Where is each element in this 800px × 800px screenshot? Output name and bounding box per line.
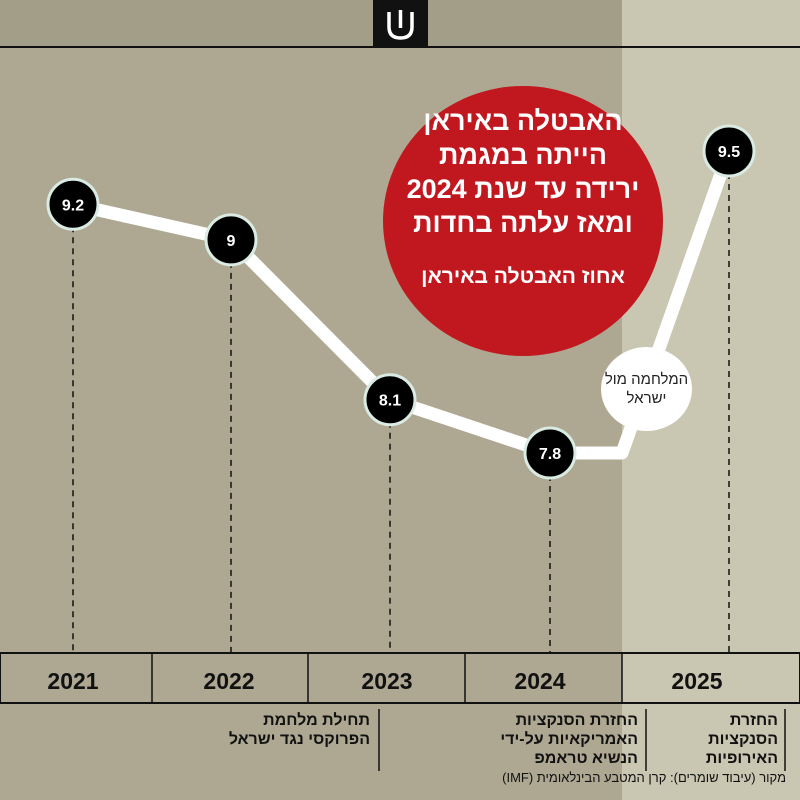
note-us-sanctions: החזרת הסנקציות האמריקאיות על-ידי הנשיא ט…: [500, 712, 638, 767]
year-strip: [0, 652, 800, 704]
note-proxy-war: תחילת מלחמת הפרוקסי נגד ישראל: [228, 712, 370, 748]
year-label-2023: 2023: [361, 668, 413, 694]
data-points: 9.2 9 8.1 7.8 9.5: [46, 124, 756, 480]
data-point-2025: [702, 124, 756, 178]
data-label-2024: 7.8: [539, 446, 561, 463]
data-point-2021: [46, 177, 100, 231]
year-label-2021: 2021: [47, 668, 99, 694]
note-eu-sanctions: החזרת הסנקציות האירופיות: [705, 712, 778, 767]
year-dividers: [151, 653, 623, 703]
shomrim-logo-icon: [387, 10, 414, 40]
note-dividers: [378, 709, 786, 771]
data-label-2021: 9.2: [62, 197, 84, 214]
event-bubble-war: המלחמה מול ישראל: [601, 347, 692, 431]
year-label-2025: 2025: [671, 668, 723, 694]
drop-lines: [72, 151, 730, 653]
data-point-2022: [204, 213, 258, 267]
source-note: מקור (עיבוד שומרים): קרן המטבע הבינלאומי…: [502, 770, 786, 785]
year-label-2024: 2024: [514, 668, 566, 694]
logo: [373, 0, 428, 47]
chart-title: האבטלה באיראן הייתה במגמת ירידה עד שנת 2…: [406, 106, 640, 238]
event-bubble-text: המלחמה מול ישראל: [604, 371, 689, 407]
top-band: [0, 0, 622, 47]
data-point-2023: [363, 373, 417, 427]
data-label-2022: 9: [227, 233, 236, 250]
data-point-2024: [523, 426, 577, 480]
headline-bubble: האבטלה באיראן הייתה במגמת ירידה עד שנת 2…: [383, 86, 663, 356]
data-label-2025: 9.5: [718, 144, 740, 161]
year-label-2022: 2022: [203, 668, 255, 694]
chart-subtitle: אחוז האבטלה באיראן: [421, 265, 625, 288]
data-label-2023: 8.1: [379, 393, 401, 410]
